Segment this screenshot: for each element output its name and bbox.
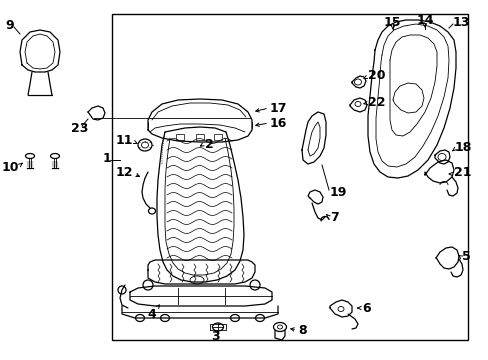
Bar xyxy=(112,14,467,340)
Bar xyxy=(176,134,183,140)
Text: 10: 10 xyxy=(1,161,19,174)
Text: 5: 5 xyxy=(461,251,470,264)
Text: 21: 21 xyxy=(453,166,470,179)
Text: 4: 4 xyxy=(147,307,156,320)
Text: 14: 14 xyxy=(415,14,433,27)
Text: 20: 20 xyxy=(367,68,385,81)
Text: 2: 2 xyxy=(204,138,213,150)
Text: 16: 16 xyxy=(269,117,287,130)
Bar xyxy=(214,134,222,140)
Text: 22: 22 xyxy=(367,95,385,108)
Text: 17: 17 xyxy=(269,102,287,114)
Text: 12: 12 xyxy=(115,166,133,179)
Text: 15: 15 xyxy=(383,15,400,28)
Text: 13: 13 xyxy=(452,15,469,28)
Text: 9: 9 xyxy=(6,18,14,32)
Text: 7: 7 xyxy=(329,211,338,224)
Text: 23: 23 xyxy=(71,122,88,135)
Bar xyxy=(196,134,203,140)
Text: 18: 18 xyxy=(454,140,471,153)
Text: 1: 1 xyxy=(102,152,111,165)
Text: 11: 11 xyxy=(115,134,133,147)
Text: 6: 6 xyxy=(361,302,370,315)
Text: 19: 19 xyxy=(329,185,346,198)
Text: 8: 8 xyxy=(297,324,306,337)
Text: 3: 3 xyxy=(210,330,219,343)
